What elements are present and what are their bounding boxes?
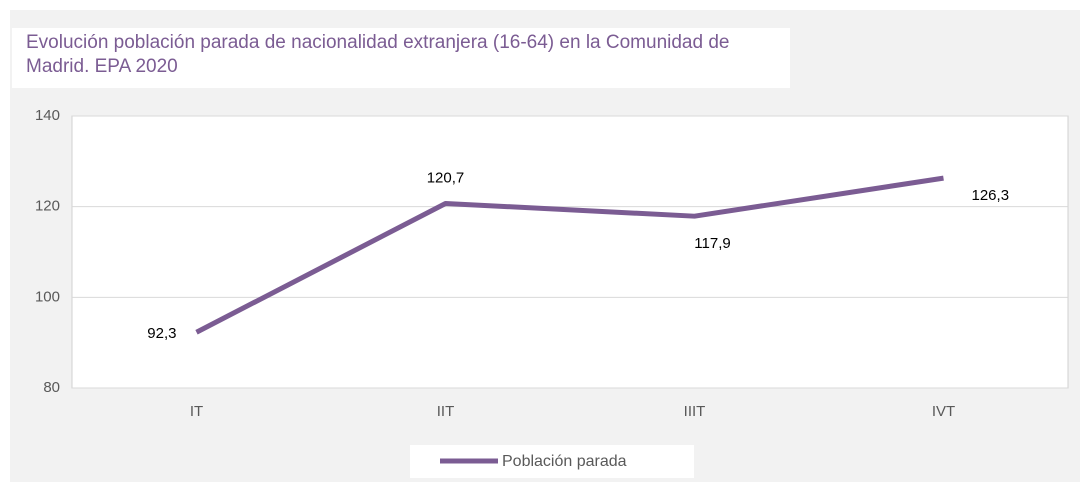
y-tick-label: 140	[35, 107, 60, 124]
data-label: 117,9	[694, 235, 730, 252]
x-tick-label: IVT	[932, 403, 955, 420]
plot-area	[71, 115, 1069, 389]
line	[195, 175, 944, 335]
x-tick-label: IT	[190, 403, 203, 420]
y-tick-label: 80	[43, 379, 60, 396]
data-label: 92,3	[147, 325, 176, 342]
x-tick-label: IIIT	[684, 403, 706, 420]
chart-title: Evolución población parada de nacionalid…	[12, 28, 790, 88]
legend-label: Población parada	[502, 453, 627, 470]
x-tick-label: IIT	[437, 403, 455, 420]
data-label: 126,3	[972, 187, 1010, 204]
y-tick-label: 100	[35, 288, 60, 305]
data-label: 120,7	[427, 169, 465, 186]
y-tick-label: 120	[35, 198, 60, 215]
